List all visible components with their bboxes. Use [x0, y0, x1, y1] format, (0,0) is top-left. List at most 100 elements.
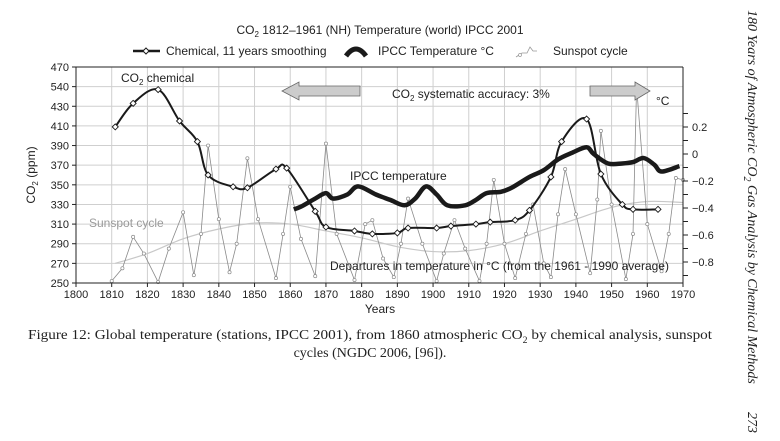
chemical-co2-point [272, 165, 280, 173]
sunspot-point [166, 246, 171, 251]
sunspot-point [120, 266, 125, 271]
x-tick-label: 1900 [421, 289, 445, 301]
sunspot-point [181, 210, 186, 215]
chemical-co2-point [547, 173, 555, 181]
legend-item-ipcc: IPCC Temperature °C [343, 44, 494, 58]
y-tick-label: 350 [51, 180, 69, 192]
chemical-co2-point [368, 230, 376, 238]
legend-ipcc-line [343, 46, 369, 58]
sunspot-point [631, 231, 635, 236]
y-tick-label: 310 [51, 219, 69, 231]
x-tick-label: 1830 [171, 289, 195, 301]
chemical-co2-point [432, 224, 441, 232]
x-tick-label: 1950 [599, 289, 623, 301]
sunspot-point [484, 241, 489, 246]
y-tick-label: 290 [51, 239, 69, 251]
sunspot-point [659, 269, 664, 274]
page-number: 273 [744, 412, 759, 433]
sunspot-point [352, 278, 357, 283]
y-tick-label: 410 [51, 121, 69, 133]
legend-item-sunspot: Sunspot cycle [515, 44, 628, 58]
legend: Chemical, 11 years smoothing IPCC Temper… [133, 44, 628, 58]
sunspot-point [598, 128, 603, 133]
chemical-co2-point [557, 137, 566, 146]
sunspot-point [434, 279, 439, 283]
chemical-co2-point [597, 170, 605, 178]
annotation-accuracy: CO2 systematic accuracy: 3% [392, 87, 550, 103]
sunspot-point [281, 231, 286, 236]
sunspot-point [513, 276, 518, 281]
sunspot-point [234, 241, 239, 246]
legend-sunspot-marker-icon [518, 53, 522, 57]
sunspot-point [541, 261, 546, 266]
sunspot-point [595, 197, 600, 202]
sunspot-point [623, 277, 628, 282]
sunspot-point [548, 275, 553, 280]
sunspot-point [199, 231, 203, 236]
sunspot-point [523, 231, 528, 236]
legend-diamond-marker-icon [142, 47, 150, 55]
chemical-co2-point [129, 99, 137, 107]
annotation-co2-chemical: CO2 chemical [121, 71, 194, 87]
chemical-co2-point [654, 205, 662, 214]
sunspot-point [491, 177, 496, 182]
annotation-sunspot-cycle: Sunspot cycle [89, 216, 164, 230]
sunspot-point [216, 217, 221, 222]
sunspot-point [323, 141, 328, 146]
legend-label-ipcc: IPCC Temperature °C [378, 44, 494, 58]
x-axis-label: Years [365, 302, 395, 316]
sunspot-point [109, 279, 114, 283]
x-tick-label: 1880 [349, 289, 373, 301]
x-tick-label: 1840 [207, 289, 231, 301]
sunspot-point [298, 236, 303, 241]
y2-tick-label: 0 [692, 149, 698, 161]
sunspot-point [370, 218, 375, 223]
sunspot-point [256, 217, 261, 222]
x-tick-label: 1960 [635, 289, 659, 301]
sunspot-point [398, 241, 403, 246]
chemical-co2-point [283, 164, 291, 172]
sunspot-point [391, 275, 396, 280]
sunspot-point [381, 256, 386, 261]
chemical-co2-point [486, 218, 494, 226]
y-tick-label: 390 [51, 141, 69, 153]
chemical-co2-point [322, 223, 330, 231]
sunspot-point [406, 196, 411, 201]
x-tick-label: 1920 [492, 289, 516, 301]
legend-item-chemical: Chemical, 11 years smoothing [133, 44, 327, 58]
sunspot-point [363, 222, 368, 227]
running-header: 180 Years of Atmospheric CO2 Gas Analysi… [741, 10, 759, 384]
chemical-co2-point [175, 117, 184, 125]
chemical-co2-point [311, 207, 319, 215]
sunspot-point [288, 184, 293, 189]
x-tick-label: 1810 [99, 289, 123, 301]
sunspot-point [420, 241, 425, 246]
sunspot-point [556, 212, 560, 217]
y2-tick-label: −0.6 [692, 230, 714, 242]
y-tick-label: 370 [51, 160, 69, 172]
ipcc-temperature-line [293, 145, 681, 212]
y2-tick-label: −0.8 [692, 257, 714, 269]
grid [76, 67, 683, 283]
chemical-co2-point [111, 123, 119, 131]
legend-label-sunspot: Sunspot cycle [553, 44, 628, 58]
sunspot-point [131, 234, 136, 239]
y2-tick-label: 0.2 [692, 122, 707, 134]
sunspot-point [227, 270, 232, 275]
x-tick-label: 1820 [135, 289, 159, 301]
sunspot-point [502, 241, 507, 246]
sunspot-point [141, 251, 146, 256]
chemical-co2-point [243, 184, 252, 192]
chemical-co2-point [154, 85, 162, 94]
y2-tick-label: −0.2 [692, 176, 714, 188]
sunspot-point [645, 222, 650, 227]
chart-title: CO2 1812–1961 (NH) Temperature (world) I… [236, 23, 523, 39]
sunspot-point [191, 273, 196, 278]
chemical-co2-point [511, 216, 519, 224]
x-tick-label: 1890 [385, 289, 409, 301]
chemical-co2-point [629, 205, 637, 214]
annotation-ipcc-temperature: IPCC temperature [350, 169, 447, 183]
sunspot-point [573, 212, 578, 217]
y-tick-label: 250 [51, 278, 69, 290]
